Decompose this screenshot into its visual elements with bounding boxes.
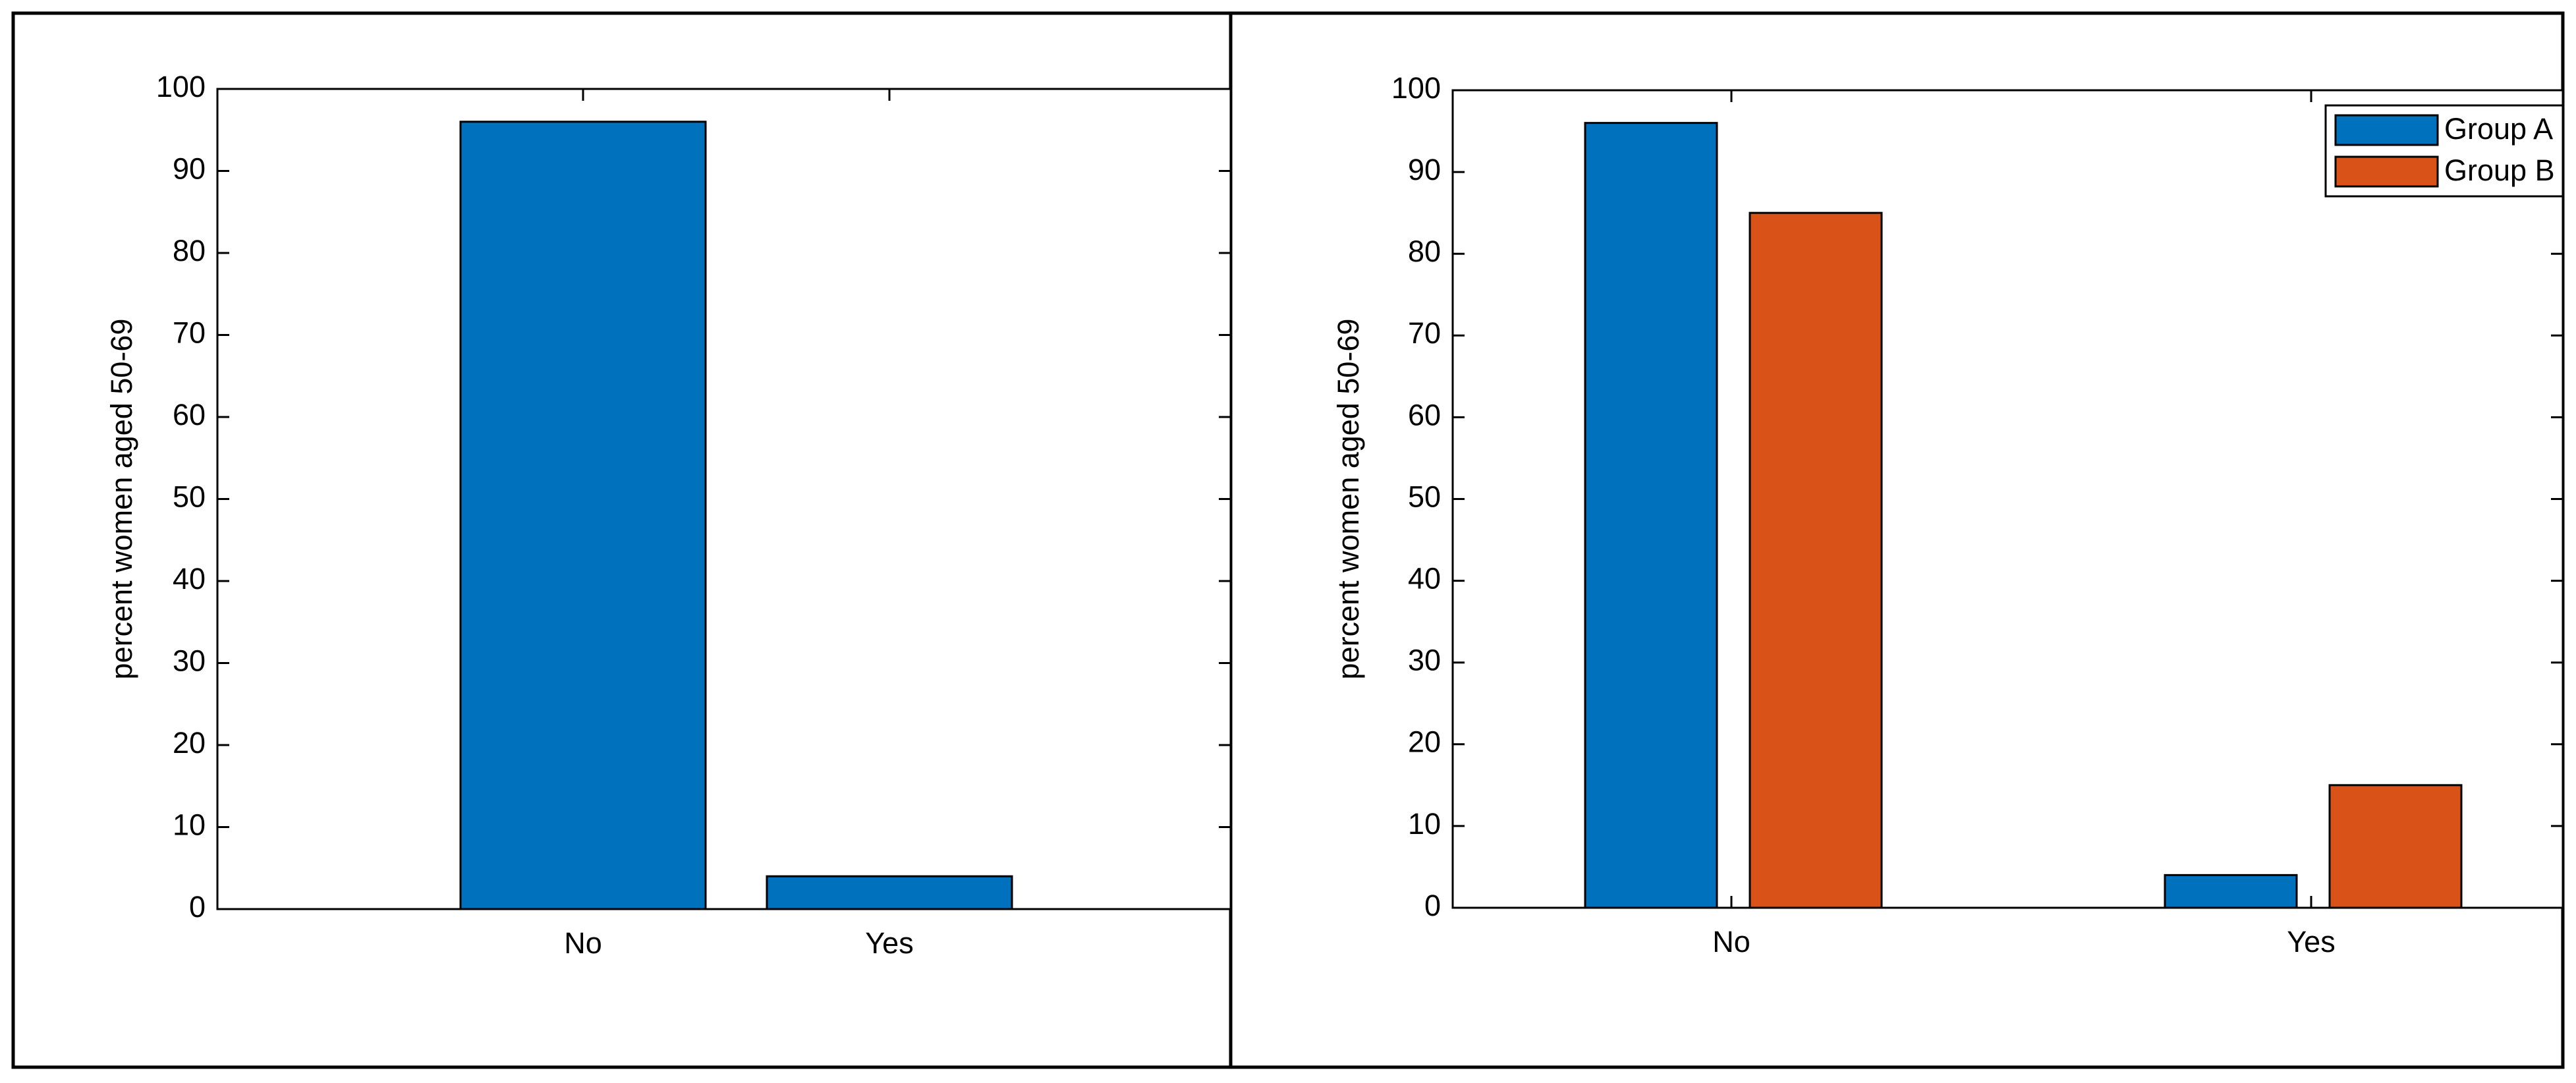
x-tick-label: Yes: [865, 926, 913, 960]
y-tick-label: 10: [1408, 807, 1441, 841]
bar: [766, 875, 1013, 910]
y-tick-label: 0: [189, 890, 206, 924]
legend-label: Group A: [2444, 112, 2553, 146]
y-tick-label: 30: [1408, 644, 1441, 677]
y-tick-label: 10: [173, 808, 206, 841]
legend-swatch: [2334, 114, 2439, 146]
y-tick-label: 50: [1408, 480, 1441, 513]
x-tick-label: No: [564, 926, 602, 960]
y-tick-label: 100: [156, 70, 206, 103]
y-tick-label: 0: [1424, 889, 1441, 922]
y-axis-label: percent women aged 50-69: [1331, 319, 1365, 680]
y-tick-label: 50: [173, 480, 206, 513]
legend-label: Group B: [2444, 153, 2555, 187]
axes-box: [216, 88, 1232, 910]
y-tick-label: 70: [173, 316, 206, 349]
bar: [459, 121, 707, 910]
y-tick-label: 90: [173, 152, 206, 185]
plot-area: [217, 89, 1231, 909]
y-tick-label: 70: [1408, 316, 1441, 350]
y-tick-label: 80: [173, 234, 206, 267]
y-tick-label: 20: [1408, 725, 1441, 759]
y-axis-label: percent women aged 50-69: [105, 319, 138, 680]
y-tick-label: 100: [1391, 71, 1441, 105]
y-tick-label: 60: [1408, 398, 1441, 431]
y-tick-label: 80: [1408, 235, 1441, 268]
y-tick-label: 40: [173, 562, 206, 596]
bar: [2164, 874, 2298, 909]
y-tick-label: 40: [1408, 561, 1441, 595]
x-tick-label: Yes: [2287, 925, 2335, 958]
y-tick-label: 60: [173, 398, 206, 431]
y-tick-label: 30: [173, 644, 206, 677]
legend-swatch: [2334, 155, 2439, 188]
bar: [1749, 211, 1883, 909]
axes-box: [1451, 89, 2564, 909]
x-tick-label: No: [1712, 925, 1750, 958]
bar: [1584, 122, 1718, 909]
bar: [2328, 784, 2463, 909]
y-tick-label: 20: [173, 726, 206, 760]
y-tick-label: 90: [1408, 153, 1441, 186]
